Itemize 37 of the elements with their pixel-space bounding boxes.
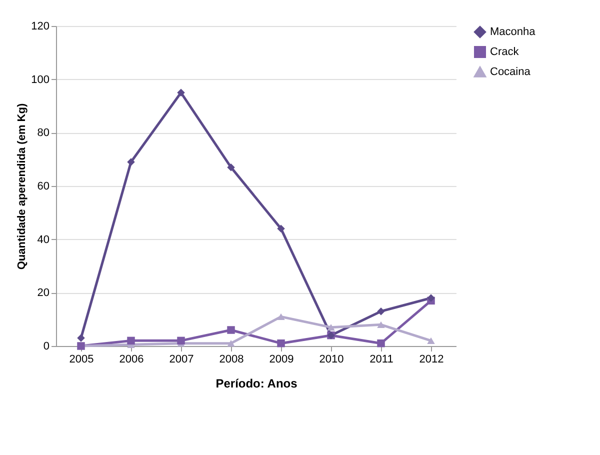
x-tick-label: 2007 xyxy=(169,354,194,366)
y-tick-label: 80 xyxy=(37,127,50,140)
legend-label: Maconha xyxy=(490,26,536,38)
y-tick-label: 0 xyxy=(43,340,50,352)
x-tick-label: 2008 xyxy=(219,354,244,366)
point xyxy=(377,307,385,316)
x-tick-label: 2005 xyxy=(69,354,94,366)
y-tick-label: 120 xyxy=(31,20,50,32)
x-axis-title: Período: Anos xyxy=(216,376,298,390)
point xyxy=(127,336,135,345)
point xyxy=(427,337,435,344)
legend-label: Crack xyxy=(490,46,520,58)
point xyxy=(327,324,335,331)
point xyxy=(177,336,185,345)
y-tick-label: 100 xyxy=(31,74,50,86)
point xyxy=(377,321,385,328)
y-tick-label: 20 xyxy=(37,287,50,300)
y-axis-title: Quantidade aperendida (em Kg) xyxy=(16,103,28,270)
point xyxy=(227,340,235,347)
point xyxy=(427,294,435,302)
point xyxy=(77,334,85,342)
point xyxy=(277,339,285,348)
legend-label: Cocaina xyxy=(490,66,532,78)
point xyxy=(227,326,235,334)
x-tick-label: 2011 xyxy=(370,354,394,366)
point xyxy=(227,163,235,172)
x-tick-label: 2012 xyxy=(419,354,444,366)
x-tick-label: 2009 xyxy=(269,354,294,366)
point xyxy=(277,313,285,320)
point xyxy=(177,88,185,97)
y-tick-label: 40 xyxy=(37,234,50,246)
x-tick-label: 2006 xyxy=(119,354,144,366)
x-tick-label: 2010 xyxy=(319,354,344,366)
y-tick-label: 60 xyxy=(37,180,50,192)
point xyxy=(127,158,135,166)
point xyxy=(277,224,285,233)
point xyxy=(377,339,385,348)
